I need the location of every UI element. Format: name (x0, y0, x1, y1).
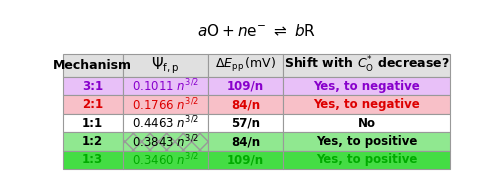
Bar (122, 132, 208, 151)
Text: $0.3843\ n^{3/2}$: $0.3843\ n^{3/2}$ (132, 133, 199, 150)
Bar (284, 53, 450, 77)
Bar (208, 151, 284, 169)
Text: 2:1: 2:1 (82, 98, 103, 111)
Text: $0.4463\ n^{3/2}$: $0.4463\ n^{3/2}$ (132, 115, 199, 131)
Bar (62, 114, 122, 132)
Bar (208, 132, 284, 151)
Bar (284, 132, 450, 151)
Text: 109/n: 109/n (227, 80, 264, 93)
Bar (122, 53, 208, 77)
Text: Shift with $C_{\mathrm{O}}^{*}$ decrease?: Shift with $C_{\mathrm{O}}^{*}$ decrease… (284, 55, 450, 75)
Bar (208, 53, 284, 77)
Text: Yes, to positive: Yes, to positive (316, 135, 418, 148)
Text: 109/n: 109/n (227, 154, 264, 166)
Bar (208, 77, 284, 95)
Bar (62, 151, 122, 169)
Bar (122, 95, 208, 114)
Bar (62, 95, 122, 114)
Bar (122, 151, 208, 169)
Text: 84/n: 84/n (231, 98, 260, 111)
Text: 57/n: 57/n (231, 117, 260, 130)
Bar (122, 114, 208, 132)
Text: 1:3: 1:3 (82, 154, 103, 166)
Text: $0.1011\ n^{3/2}$: $0.1011\ n^{3/2}$ (132, 78, 199, 95)
Bar (208, 114, 284, 132)
Text: 84/n: 84/n (231, 135, 260, 148)
Text: Yes, to negative: Yes, to negative (314, 98, 420, 111)
Bar (62, 53, 122, 77)
Bar (62, 77, 122, 95)
Bar (284, 151, 450, 169)
Text: $\Psi_{\mathrm{f,p}}$: $\Psi_{\mathrm{f,p}}$ (151, 55, 180, 76)
Bar (208, 95, 284, 114)
Bar (284, 77, 450, 95)
Bar (62, 132, 122, 151)
Text: Yes, to negative: Yes, to negative (314, 80, 420, 93)
Text: $0.1766\ n^{3/2}$: $0.1766\ n^{3/2}$ (132, 96, 199, 113)
Text: $a\mathrm{O}+n\mathrm{e}^{-}\ \rightleftharpoons\ b\mathrm{R}$: $a\mathrm{O}+n\mathrm{e}^{-}\ \rightleft… (196, 23, 316, 39)
Text: No: No (358, 117, 376, 130)
Text: 1:2: 1:2 (82, 135, 103, 148)
Text: $\Delta E_{\mathrm{pp}}\,(\mathrm{mV})$: $\Delta E_{\mathrm{pp}}\,(\mathrm{mV})$ (215, 56, 276, 74)
Text: Yes, to positive: Yes, to positive (316, 154, 418, 166)
Bar (284, 95, 450, 114)
Bar (122, 77, 208, 95)
Text: $0.3460\ n^{3/2}$: $0.3460\ n^{3/2}$ (132, 152, 199, 168)
Text: 1:1: 1:1 (82, 117, 103, 130)
Text: Mechanism: Mechanism (53, 59, 132, 72)
Text: 3:1: 3:1 (82, 80, 103, 93)
Bar (284, 114, 450, 132)
